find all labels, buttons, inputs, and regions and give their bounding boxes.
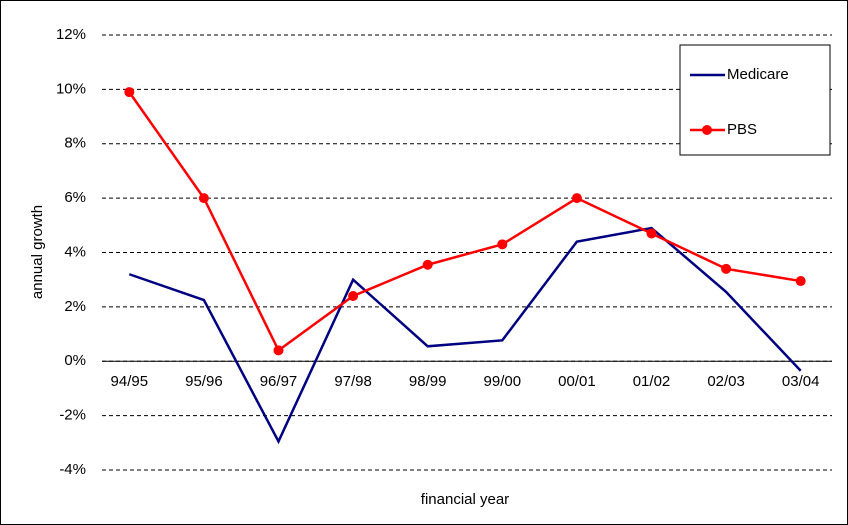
point (273, 345, 284, 356)
y-tick-label: 10% (56, 80, 86, 97)
y-tick-label: 6% (64, 189, 86, 206)
x-tick-label: 02/03 (707, 373, 745, 390)
y-axis-label: annual growth (29, 205, 46, 299)
x-tick-label: 03/04 (782, 373, 820, 390)
x-tick-label: 01/02 (633, 373, 671, 390)
line (128, 226, 802, 445)
x-tick-label: 98/99 (409, 373, 447, 390)
x-tick-label: 00/01 (558, 373, 596, 390)
y-tick-label: 8% (64, 135, 86, 152)
legend-box (679, 44, 831, 156)
x-tick-label: 94/95 (111, 373, 149, 390)
point (124, 87, 135, 98)
x-tick-label: 96/97 (260, 373, 298, 390)
legend-label: Medicare (727, 66, 789, 83)
y-tick-label: 4% (64, 243, 86, 260)
x-tick-label: 97/98 (334, 373, 372, 390)
line (128, 91, 801, 353)
point (571, 193, 582, 204)
legend-marker (702, 125, 712, 135)
point (721, 263, 732, 274)
y-tick-label: 2% (64, 298, 86, 315)
point (198, 193, 209, 204)
x-axis-label: financial year (421, 491, 509, 508)
x-tick-label: 95/96 (185, 373, 223, 390)
x-tick-label: 99/00 (484, 373, 522, 390)
y-tick-label: 12% (56, 26, 86, 43)
point (795, 276, 806, 287)
point (348, 291, 359, 301)
point (497, 239, 508, 250)
legend-label: PBS (727, 121, 757, 138)
y-tick-label: -4% (59, 461, 86, 478)
y-tick-label: -2% (59, 407, 86, 424)
point (422, 259, 433, 270)
y-tick-label: 0% (64, 352, 86, 369)
point (646, 228, 657, 239)
